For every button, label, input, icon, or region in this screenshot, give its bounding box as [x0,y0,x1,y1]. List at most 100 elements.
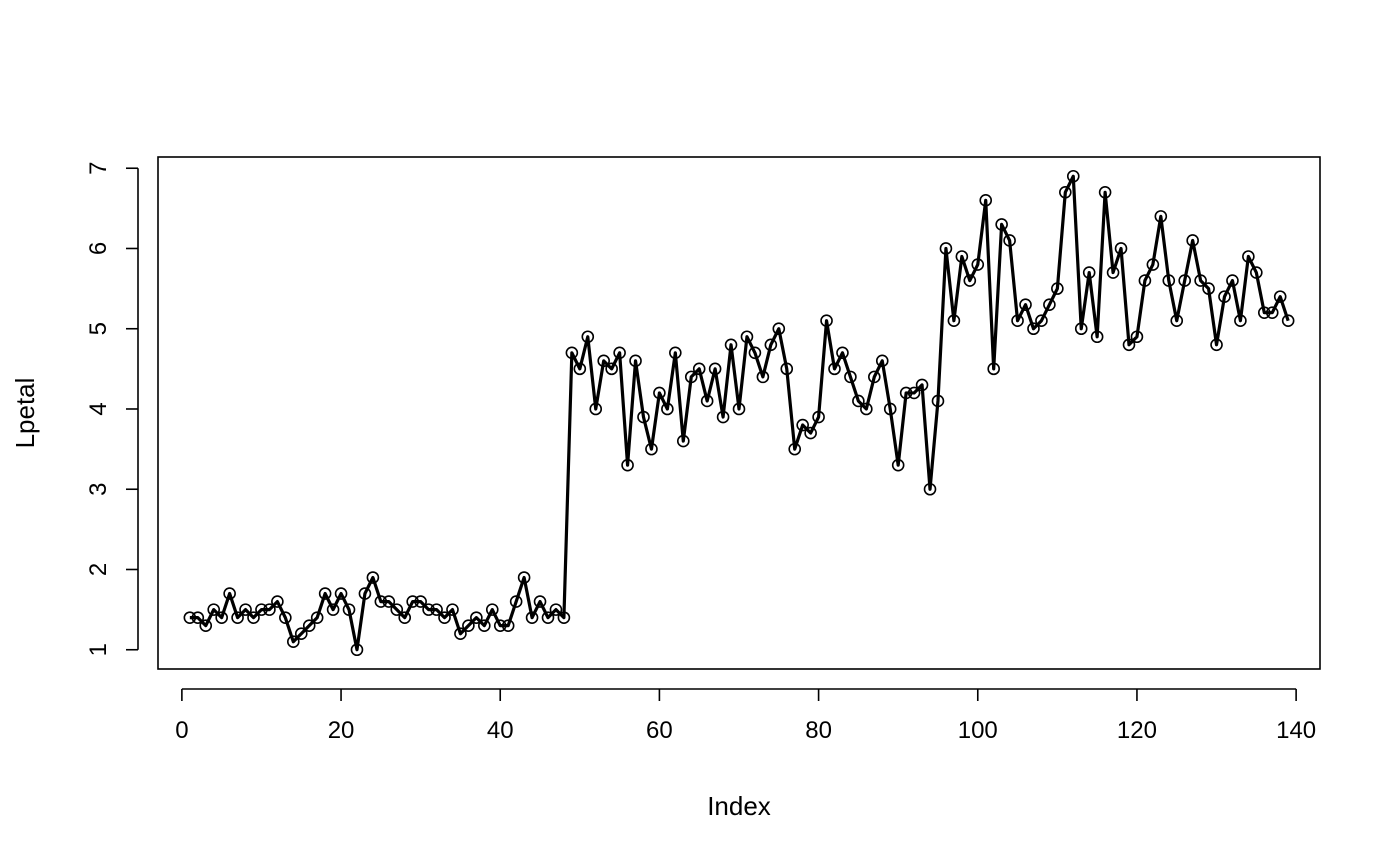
data-point [541,611,555,624]
data-point [1027,322,1040,336]
data-point [947,314,961,328]
x-tick-label: 80 [805,717,832,744]
data-point [1019,298,1032,311]
data-point [422,603,435,616]
y-tick-label: 6 [85,242,112,255]
x-tick-label: 140 [1276,717,1316,744]
data-point [1066,169,1080,183]
data-point [852,394,865,408]
data-point [199,619,213,632]
data-point [836,346,849,360]
data-point [828,362,841,376]
data-point [732,402,746,416]
data-point [350,643,364,657]
x-tick-label: 100 [958,717,998,744]
data-point [302,619,316,632]
data-point [1074,322,1088,336]
y-tick-label: 3 [85,483,112,496]
data-point [366,571,380,584]
data-point [684,370,698,384]
data-point [923,482,937,496]
data-point [414,595,427,608]
data-point [868,370,881,384]
data-point [1114,242,1128,255]
data-point [804,426,817,440]
data-point [637,410,650,424]
data-point [1098,186,1112,199]
data-point [1234,314,1247,328]
data-point [549,603,563,616]
series-line [189,174,1290,652]
data-point [883,402,897,416]
data-point [501,619,515,632]
data-point [1170,314,1184,328]
data-point [406,595,419,608]
data-point [478,619,491,632]
data-point [525,611,539,624]
data-point [692,362,706,376]
data-point [1162,274,1176,287]
data-point [1281,314,1295,328]
data-point [907,386,921,400]
data-point [1003,234,1016,247]
data-point [987,362,1000,376]
data-point [589,402,603,416]
data-point [1226,274,1239,287]
data-point [1011,314,1024,328]
x-tick-label: 60 [646,717,673,744]
data-point [844,370,857,384]
data-point [931,394,945,408]
data-point [1130,330,1144,344]
data-point [1154,210,1168,223]
data-point [318,587,332,600]
data-point [231,611,244,624]
data-point [995,218,1008,231]
data-point [294,627,308,640]
data-point [1273,290,1287,303]
data-point [271,595,284,608]
data-point [557,611,571,624]
data-point [708,362,722,376]
y-tick-label: 4 [85,402,112,415]
data-point [279,611,292,624]
y-tick-label: 5 [85,322,112,335]
data-point [669,346,682,360]
data-point [716,410,730,424]
data-point [740,330,754,344]
data-point [454,627,467,640]
data-point [1194,274,1207,287]
data-point [438,611,451,624]
data-point [462,619,475,632]
data-point [899,386,913,400]
data-point [653,386,666,400]
data-point [613,346,626,360]
x-tick-label: 0 [175,717,188,744]
data-point [605,362,618,376]
y-tick-label: 7 [85,162,112,175]
data-point [215,611,228,624]
data-point [1146,258,1160,271]
data-point [1250,266,1263,279]
data-point [255,603,268,616]
data-point [629,354,642,368]
data-point [342,603,356,616]
data-point [1265,306,1279,319]
x-tick-label: 20 [328,717,355,744]
data-point [1106,266,1120,279]
data-point [963,274,977,287]
data-point [1218,290,1231,303]
data-point [581,330,595,344]
data-point [875,354,889,368]
data-point [533,595,547,608]
data-point [1090,330,1104,344]
data-point [493,619,507,632]
data-point [979,194,993,207]
data-point [485,603,499,616]
data-point [661,402,674,416]
data-point [223,587,236,600]
data-point [358,587,372,600]
data-point [287,635,300,649]
data-point [748,346,762,360]
data-point [860,402,873,416]
